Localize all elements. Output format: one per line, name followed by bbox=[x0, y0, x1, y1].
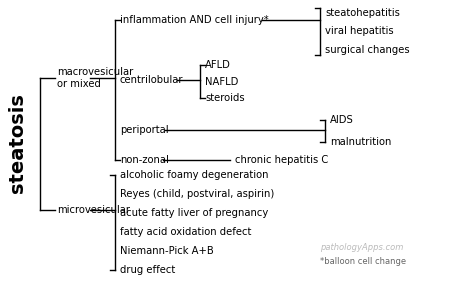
Text: surgical changes: surgical changes bbox=[325, 45, 410, 55]
Text: drug effect: drug effect bbox=[120, 265, 175, 275]
Text: viral hepatitis: viral hepatitis bbox=[325, 27, 393, 37]
Text: microvesicular: microvesicular bbox=[57, 205, 130, 215]
Text: inflammation AND cell injury*: inflammation AND cell injury* bbox=[120, 15, 269, 25]
Text: Reyes (child, postviral, aspirin): Reyes (child, postviral, aspirin) bbox=[120, 189, 274, 199]
Text: non-zonal: non-zonal bbox=[120, 155, 169, 165]
Text: periportal: periportal bbox=[120, 125, 169, 135]
Text: Niemann-Pick A+B: Niemann-Pick A+B bbox=[120, 246, 214, 256]
Text: fatty acid oxidation defect: fatty acid oxidation defect bbox=[120, 227, 251, 237]
Text: AFLD: AFLD bbox=[205, 60, 231, 70]
Text: malnutrition: malnutrition bbox=[330, 137, 392, 147]
Text: steroids: steroids bbox=[205, 93, 245, 103]
Text: macrovesicular
or mixed: macrovesicular or mixed bbox=[57, 67, 133, 89]
Text: alcoholic foamy degeneration: alcoholic foamy degeneration bbox=[120, 170, 268, 180]
Text: steatosis: steatosis bbox=[9, 93, 27, 193]
Text: NAFLD: NAFLD bbox=[205, 77, 238, 87]
Text: chronic hepatitis C: chronic hepatitis C bbox=[235, 155, 328, 165]
Text: centrilobular: centrilobular bbox=[120, 75, 183, 85]
Text: acute fatty liver of pregnancy: acute fatty liver of pregnancy bbox=[120, 208, 268, 218]
Text: AIDS: AIDS bbox=[330, 115, 354, 125]
Text: pathologyApps.com: pathologyApps.com bbox=[320, 243, 403, 253]
Text: *balloon cell change: *balloon cell change bbox=[320, 257, 406, 267]
Text: steatohepatitis: steatohepatitis bbox=[325, 8, 400, 18]
